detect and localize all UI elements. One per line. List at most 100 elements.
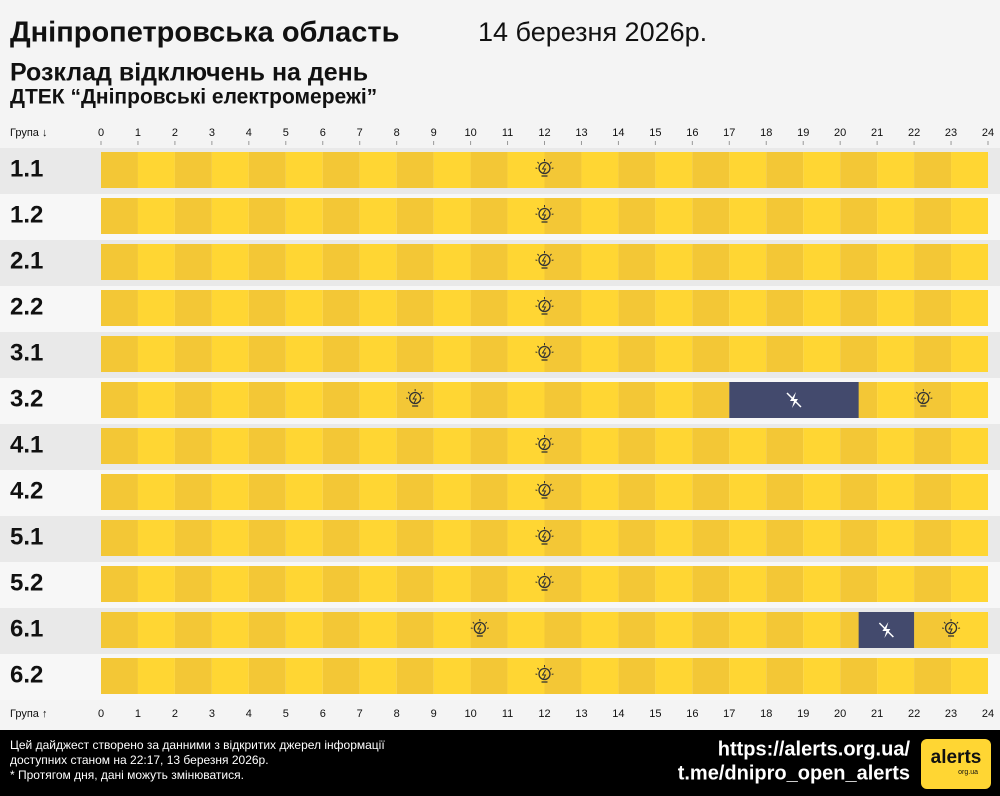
hour-cell: [322, 658, 360, 694]
bulb: [917, 391, 930, 405]
bulb-ray: [537, 299, 540, 302]
slash: [786, 392, 802, 408]
hour-cell: [914, 198, 952, 234]
hour-cell: [396, 152, 434, 188]
hour-cell: [581, 290, 619, 326]
bulb-ray: [549, 299, 552, 302]
hour-cell: [618, 566, 656, 602]
hour-cell: [507, 520, 545, 556]
group-label: 1.2: [10, 201, 43, 228]
hour-cell: [951, 152, 988, 188]
x-tick-label: 4: [246, 127, 252, 139]
hour-cell: [248, 658, 286, 694]
bulb-ray: [537, 207, 540, 210]
hour-cell: [470, 658, 508, 694]
hour-cell: [692, 198, 730, 234]
hour-cell: [914, 336, 952, 372]
hour-cell: [692, 244, 730, 280]
x-tick-label: 19: [797, 127, 809, 139]
hour-cell: [655, 198, 693, 234]
hour-cell: [581, 428, 619, 464]
x-tick-label: 17: [723, 127, 735, 139]
hour-cell: [692, 474, 730, 510]
hour-cell: [581, 244, 619, 280]
hour-cell: [914, 382, 952, 418]
off-icon: [786, 392, 802, 408]
x-tick-label: 20: [834, 127, 846, 139]
hour-cell: [433, 152, 471, 188]
hour-cell: [544, 382, 582, 418]
hour-cell: [618, 428, 656, 464]
x-tick-label: 10: [464, 708, 476, 720]
hour-cell: [581, 520, 619, 556]
x-tick-label: 3: [209, 127, 215, 139]
logo-sub: org.ua: [958, 769, 978, 776]
hour-cell: [396, 244, 434, 280]
hour-cell: [914, 566, 952, 602]
hour-cell: [359, 658, 397, 694]
group-label: 1.1: [10, 155, 43, 182]
hour-cell: [655, 566, 693, 602]
hour-cell: [877, 428, 915, 464]
hour-cell: [211, 382, 249, 418]
axis-label-bottom: Група ↑: [10, 708, 47, 720]
hour-cell: [101, 198, 138, 234]
bulb-ray: [537, 253, 540, 256]
footer-url[interactable]: https://alerts.org.ua/: [718, 738, 911, 760]
hour-cell: [470, 382, 508, 418]
hour-cell: [248, 244, 286, 280]
group-label: 5.2: [10, 569, 43, 596]
hour-cell: [877, 474, 915, 510]
hour-cell: [174, 474, 212, 510]
hour-cell: [803, 520, 841, 556]
x-tick-label: 13: [575, 127, 587, 139]
x-tick-label: 15: [649, 127, 661, 139]
hour-cell: [766, 290, 804, 326]
hour-cell: [101, 658, 138, 694]
hour-cell: [174, 566, 212, 602]
hour-cell: [618, 658, 656, 694]
x-tick-label: 18: [760, 708, 772, 720]
hour-cell: [470, 198, 508, 234]
hour-cell: [655, 428, 693, 464]
hour-cell: [729, 198, 767, 234]
hour-cell: [322, 152, 360, 188]
hour-cell: [137, 520, 175, 556]
hour-cell: [433, 658, 471, 694]
x-tick-label: 5: [283, 127, 289, 139]
bulb-ray: [549, 345, 552, 348]
hour-cell: [285, 474, 323, 510]
x-tick-label: 9: [431, 127, 437, 139]
on-icon: [470, 619, 489, 637]
logo: alerts: [931, 747, 982, 768]
x-tick-label: 1: [135, 127, 141, 139]
date: 14 березня 2026р.: [478, 17, 707, 47]
hour-cell: [248, 612, 286, 648]
hour-cell: [951, 612, 988, 648]
on-icon: [535, 481, 554, 499]
hour-cell: [544, 474, 582, 510]
footer-telegram[interactable]: t.me/dnipro_open_alerts: [678, 762, 910, 784]
hour-cell: [101, 152, 138, 188]
hour-cell: [285, 198, 323, 234]
group-label: 6.1: [10, 615, 43, 642]
on-icon: [535, 435, 554, 453]
hour-cell: [655, 612, 693, 648]
hour-cell: [137, 198, 175, 234]
hour-cell: [101, 382, 138, 418]
hour-cell: [470, 290, 508, 326]
bulb: [538, 529, 551, 543]
x-tick-label: 4: [246, 708, 252, 720]
hour-cell: [840, 658, 878, 694]
hour-cell: [803, 566, 841, 602]
hour-cell: [692, 658, 730, 694]
hour-cell: [359, 152, 397, 188]
hour-cell: [507, 566, 545, 602]
hour-cell: [211, 474, 249, 510]
hour-cell: [692, 566, 730, 602]
hour-cell: [248, 474, 286, 510]
group-label: 4.1: [10, 431, 43, 458]
hour-cell: [507, 658, 545, 694]
hour-cell: [396, 198, 434, 234]
hour-cell: [137, 658, 175, 694]
